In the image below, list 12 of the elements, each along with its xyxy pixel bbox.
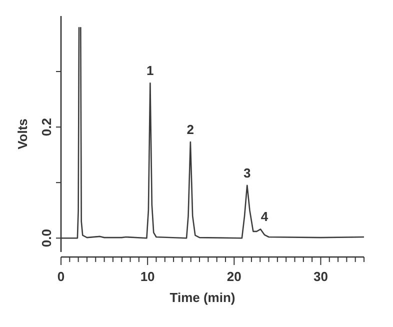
- annotation: 2: [186, 122, 194, 138]
- annotation: 3: [244, 165, 251, 180]
- x-axis-title: Time (min): [170, 290, 236, 305]
- x-tick-label: 30: [313, 269, 328, 284]
- x-tick-label: 0: [57, 269, 65, 284]
- x-tick-label: 10: [140, 269, 155, 284]
- annotation: 4: [260, 209, 269, 224]
- x-tick-label: 20: [226, 269, 242, 284]
- y-axis-title: Volts: [15, 118, 30, 150]
- y-tick-label: 0.2: [39, 118, 54, 136]
- annotation: 1: [146, 63, 154, 78]
- y-tick-label: 0.0: [39, 229, 54, 248]
